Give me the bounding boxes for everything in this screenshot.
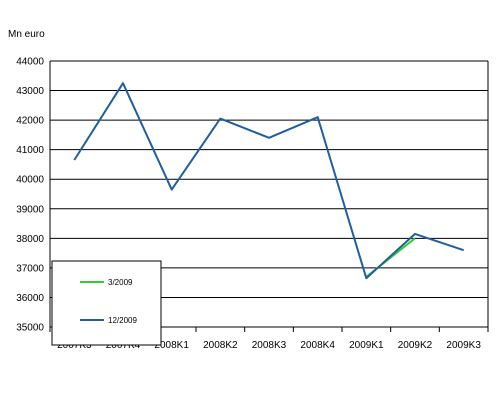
y-tick-label: 43000 xyxy=(16,86,44,97)
series-line-12-2009 xyxy=(73,82,465,280)
x-tick-label: 2008K1 xyxy=(154,340,189,351)
y-tick-label: 39000 xyxy=(16,204,44,215)
y-tick-label: 37000 xyxy=(16,263,44,274)
legend-label: 3/2009 xyxy=(108,278,133,287)
y-tick-labels: 35000 36000 37000 38000 39000 40000 41000 42000… xyxy=(16,57,44,334)
x-tick-label: 2009K2 xyxy=(398,340,433,351)
y-tick-label: 41000 xyxy=(16,145,44,156)
legend-label: 12/2009 xyxy=(108,316,137,325)
y-tick-label: 44000 xyxy=(16,57,44,68)
x-tick-label: 2009K1 xyxy=(349,340,384,351)
x-tick-label: 2009K3 xyxy=(446,340,481,351)
y-tick-label: 40000 xyxy=(16,175,44,186)
x-tick-label: 2008K4 xyxy=(300,340,335,351)
legend-box xyxy=(51,260,162,346)
y-tick-label: 36000 xyxy=(16,293,44,304)
y-tick-label: 38000 xyxy=(16,234,44,245)
legend: 3/2009 12/2009 xyxy=(51,260,162,346)
x-tick-label: 2008K3 xyxy=(252,340,287,351)
y-axis-label: Mn euro xyxy=(8,29,45,40)
x-tick-label: 2008K2 xyxy=(203,340,238,351)
y-tick-label: 35000 xyxy=(16,323,44,334)
series-lines xyxy=(73,82,465,280)
y-tick-label: 42000 xyxy=(16,116,44,127)
